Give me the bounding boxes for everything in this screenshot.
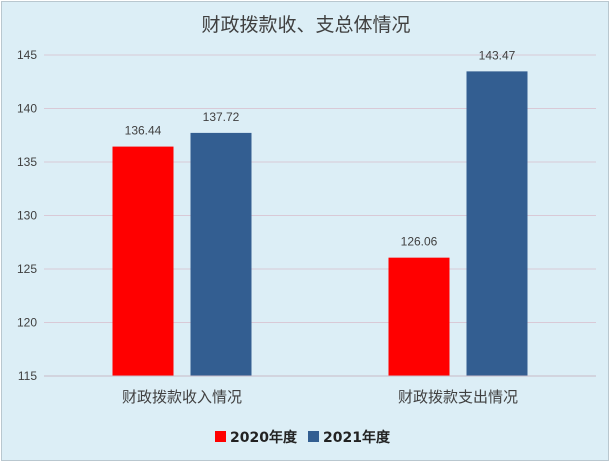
- chart-title: 财政拨款收、支总体情况: [201, 14, 410, 36]
- y-tick-label-140: 140: [17, 102, 37, 116]
- y-tick-label-115: 115: [18, 369, 37, 383]
- legend-swatch-2020: [215, 431, 226, 442]
- y-tick-label-130: 130: [17, 209, 37, 223]
- legend-label-2020: 2020年度: [230, 429, 298, 446]
- axes: 115 120 125 130 135 140 145 财政拨款收入情况 财政拨款支出情况: [17, 48, 596, 406]
- y-tick-label-125: 125: [17, 262, 37, 276]
- bar-2021年度-1: [466, 71, 528, 376]
- y-tick-label-145: 145: [17, 48, 37, 62]
- data-label-2021年度-1: 143.47: [479, 48, 516, 62]
- bar-2021年度-0: [190, 132, 252, 376]
- data-label-2020年度-1: 126.06: [401, 235, 438, 249]
- bar-2020年度-0: [112, 146, 174, 376]
- data-label-2021年度-0: 137.72: [203, 110, 240, 124]
- data-labels: 136.44 137.72 126.06 143.47: [125, 48, 516, 248]
- bar-2020年度-1: [388, 257, 450, 376]
- legend-label-2021: 2021年度: [323, 429, 391, 446]
- y-tick-label-135: 135: [17, 155, 37, 169]
- x-category-label-1: 财政拨款支出情况: [398, 388, 518, 406]
- y-tick-label-120: 120: [17, 316, 37, 330]
- x-category-label-0: 财政拨款收入情况: [122, 388, 242, 406]
- bars: [112, 71, 528, 376]
- data-label-2020年度-0: 136.44: [125, 124, 162, 138]
- legend: 2020年度 2021年度: [215, 429, 391, 446]
- legend-swatch-2021: [308, 431, 319, 442]
